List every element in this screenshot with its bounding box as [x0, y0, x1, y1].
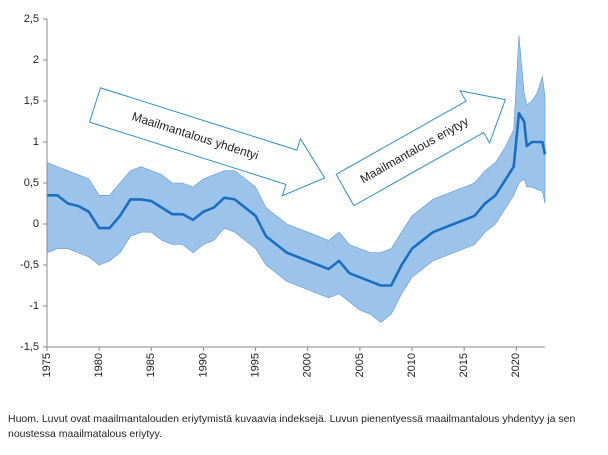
annotation: Maailmantalous eriytyy [358, 114, 471, 186]
y-tick-label: -1 [29, 300, 39, 312]
y-tick-label: 0 [33, 218, 39, 230]
y-tick-label: -1,5 [20, 341, 39, 353]
line [47, 112, 547, 287]
note: Huom. Luvut ovat maailmantalouden eriyty… [8, 413, 576, 440]
x-tick-label: 1990 [197, 353, 209, 377]
y-tick-label: 1,5 [24, 95, 39, 107]
arrow-shape [88, 87, 326, 197]
x-tick-label: 2015 [458, 353, 470, 377]
x-tick-label: 2005 [354, 353, 366, 377]
y-tick-label: 2,5 [24, 13, 39, 25]
chart: Maailmantalous yhdentyi Maailmantalous e… [20, 13, 547, 377]
x-tick-label: 1995 [249, 353, 261, 377]
x-tick-label: 1975 [41, 353, 53, 377]
y-tick-label: -0,5 [20, 259, 39, 271]
x-tick-label: 2020 [510, 353, 522, 377]
y-tick-label: 2 [33, 54, 39, 66]
y-tick-label: 0,5 [24, 177, 39, 189]
x-tick-label: 1985 [145, 353, 157, 377]
arrow-shape [335, 90, 506, 207]
y-tick-label: 1 [33, 136, 39, 148]
x-tick-label: 1980 [93, 353, 105, 377]
x-tick-label: 2000 [302, 353, 314, 377]
band [46, 35, 546, 323]
x-tick-label: 2010 [406, 353, 418, 377]
plot [46, 35, 547, 323]
